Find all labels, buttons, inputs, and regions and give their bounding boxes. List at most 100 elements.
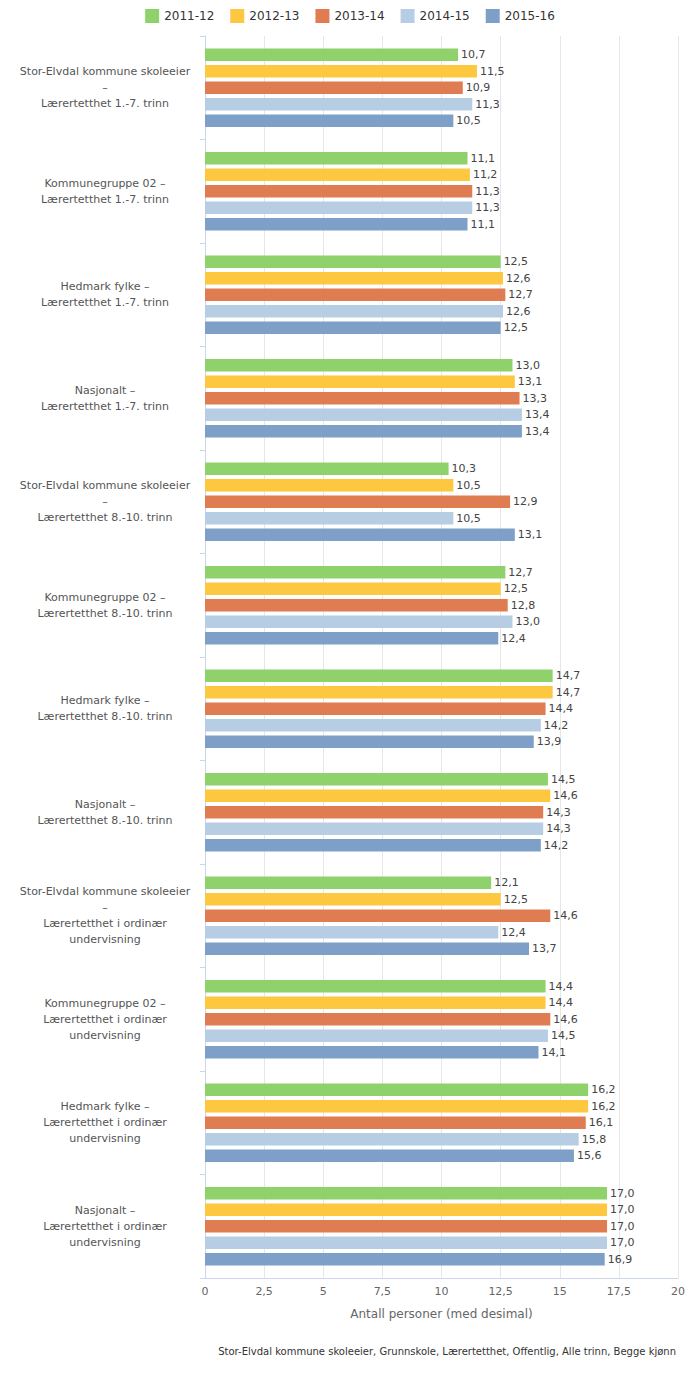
svg-text:14,2: 14,2: [544, 839, 569, 852]
svg-text:Lærertetthet 1.-7. trinn: Lærertetthet 1.-7. trinn: [41, 97, 169, 110]
svg-text:–: –: [102, 901, 108, 914]
svg-text:12,5: 12,5: [504, 582, 529, 595]
svg-text:14,5: 14,5: [551, 1029, 576, 1042]
svg-text:0: 0: [202, 1285, 209, 1298]
svg-text:undervisning: undervisning: [69, 1029, 141, 1042]
svg-text:2015-16: 2015-16: [505, 9, 555, 23]
svg-text:14,5: 14,5: [551, 773, 576, 786]
svg-text:16,1: 16,1: [589, 1116, 614, 1129]
svg-text:10,9: 10,9: [466, 81, 491, 94]
svg-text:Nasjonalt –: Nasjonalt –: [75, 1204, 136, 1217]
svg-text:13,7: 13,7: [532, 942, 557, 955]
svg-text:17,0: 17,0: [610, 1220, 635, 1233]
svg-text:13,1: 13,1: [518, 528, 543, 541]
svg-text:14,3: 14,3: [546, 822, 571, 835]
svg-text:14,6: 14,6: [553, 1013, 578, 1026]
svg-text:17,0: 17,0: [610, 1236, 635, 1249]
svg-text:11,1: 11,1: [471, 218, 496, 231]
svg-text:11,2: 11,2: [473, 168, 498, 181]
svg-text:Kommunegruppe 02 –: Kommunegruppe 02 –: [44, 177, 165, 190]
svg-text:Lærertetthet 1.-7. trinn: Lærertetthet 1.-7. trinn: [41, 296, 169, 309]
svg-text:–: –: [102, 495, 108, 508]
svg-text:14,7: 14,7: [556, 686, 581, 699]
svg-text:13,3: 13,3: [523, 392, 548, 405]
svg-text:11,3: 11,3: [475, 98, 500, 111]
svg-text:13,4: 13,4: [525, 425, 550, 438]
svg-text:12,5: 12,5: [488, 1285, 513, 1298]
svg-text:10,7: 10,7: [461, 48, 486, 61]
svg-text:Lærertetthet i ordinær: Lærertetthet i ordinær: [43, 1013, 167, 1026]
svg-text:Stor-Elvdal kommune skoleeier: Stor-Elvdal kommune skoleeier: [20, 65, 191, 78]
svg-text:Lærertetthet i ordinær: Lærertetthet i ordinær: [43, 917, 167, 930]
svg-text:undervisning: undervisning: [69, 933, 141, 946]
svg-text:2013-14: 2013-14: [334, 9, 384, 23]
svg-text:Stor-Elvdal kommune skoleeier: Stor-Elvdal kommune skoleeier: [20, 885, 191, 898]
svg-text:12,5: 12,5: [504, 255, 529, 268]
svg-text:12,6: 12,6: [506, 272, 531, 285]
svg-text:14,4: 14,4: [549, 996, 574, 1009]
svg-text:16,2: 16,2: [591, 1100, 616, 1113]
svg-text:13,0: 13,0: [515, 359, 540, 372]
svg-text:Lærertetthet 1.-7. trinn: Lærertetthet 1.-7. trinn: [41, 400, 169, 413]
svg-text:15: 15: [553, 1285, 567, 1298]
svg-text:10,5: 10,5: [456, 114, 481, 127]
svg-text:10,5: 10,5: [456, 512, 481, 525]
svg-text:11,3: 11,3: [475, 201, 500, 214]
svg-text:Hedmark fylke –: Hedmark fylke –: [61, 694, 150, 707]
svg-text:–: –: [102, 81, 108, 94]
svg-text:16,9: 16,9: [608, 1253, 633, 1266]
svg-text:Stor-Elvdal kommune skoleeier,: Stor-Elvdal kommune skoleeier, Grunnskol…: [218, 1346, 676, 1357]
svg-text:10: 10: [435, 1285, 449, 1298]
svg-text:10,5: 10,5: [456, 479, 481, 492]
svg-text:14,3: 14,3: [546, 806, 571, 819]
svg-text:12,7: 12,7: [508, 288, 532, 301]
svg-text:Antall personer (med desimal): Antall personer (med desimal): [350, 1307, 532, 1321]
svg-text:Nasjonalt –: Nasjonalt –: [75, 384, 136, 397]
svg-text:17,0: 17,0: [610, 1187, 635, 1200]
svg-text:Lærertetthet 8.-10. trinn: Lærertetthet 8.-10. trinn: [37, 511, 172, 524]
svg-text:16,2: 16,2: [591, 1083, 616, 1096]
svg-text:12,1: 12,1: [494, 876, 519, 889]
svg-text:14,6: 14,6: [553, 909, 578, 922]
svg-text:13,4: 13,4: [525, 408, 550, 421]
svg-text:13,1: 13,1: [518, 375, 543, 388]
svg-text:17,5: 17,5: [607, 1285, 632, 1298]
svg-text:14,6: 14,6: [553, 789, 578, 802]
svg-text:15,6: 15,6: [577, 1149, 602, 1162]
svg-text:Nasjonalt –: Nasjonalt –: [75, 798, 136, 811]
svg-text:Lærertetthet i ordinær: Lærertetthet i ordinær: [43, 1220, 167, 1233]
svg-text:2011-12: 2011-12: [164, 9, 214, 23]
svg-text:13,9: 13,9: [537, 735, 562, 748]
svg-text:14,1: 14,1: [541, 1046, 566, 1059]
svg-text:Lærertetthet i ordinær: Lærertetthet i ordinær: [43, 1116, 167, 1129]
svg-text:12,9: 12,9: [513, 495, 538, 508]
svg-text:Kommunegruppe 02 –: Kommunegruppe 02 –: [44, 997, 165, 1010]
svg-text:20: 20: [671, 1285, 685, 1298]
svg-text:Hedmark fylke –: Hedmark fylke –: [61, 280, 150, 293]
svg-text:5: 5: [320, 1285, 327, 1298]
svg-text:12,7: 12,7: [508, 566, 532, 579]
svg-text:11,1: 11,1: [471, 152, 496, 165]
svg-text:undervisning: undervisning: [69, 1132, 141, 1145]
svg-text:14,7: 14,7: [556, 669, 581, 682]
svg-text:Lærertetthet 8.-10. trinn: Lærertetthet 8.-10. trinn: [37, 814, 172, 827]
svg-text:2012-13: 2012-13: [249, 9, 299, 23]
svg-text:10,3: 10,3: [452, 462, 477, 475]
svg-text:7,5: 7,5: [374, 1285, 392, 1298]
svg-text:13,0: 13,0: [515, 615, 540, 628]
svg-text:11,3: 11,3: [475, 185, 500, 198]
svg-text:Stor-Elvdal kommune skoleeier: Stor-Elvdal kommune skoleeier: [20, 479, 191, 492]
svg-text:14,2: 14,2: [544, 719, 569, 732]
svg-text:15,8: 15,8: [582, 1133, 607, 1146]
svg-text:Lærertetthet 1.-7. trinn: Lærertetthet 1.-7. trinn: [41, 193, 169, 206]
svg-text:11,5: 11,5: [480, 65, 505, 78]
svg-text:14,4: 14,4: [549, 702, 574, 715]
svg-text:12,6: 12,6: [506, 305, 531, 318]
svg-text:2,5: 2,5: [255, 1285, 273, 1298]
svg-text:12,5: 12,5: [504, 893, 529, 906]
svg-text:Lærertetthet 8.-10. trinn: Lærertetthet 8.-10. trinn: [37, 710, 172, 723]
svg-text:Lærertetthet 8.-10. trinn: Lærertetthet 8.-10. trinn: [37, 607, 172, 620]
svg-text:12,5: 12,5: [504, 321, 529, 334]
svg-text:undervisning: undervisning: [69, 1236, 141, 1249]
svg-text:14,4: 14,4: [549, 980, 574, 993]
